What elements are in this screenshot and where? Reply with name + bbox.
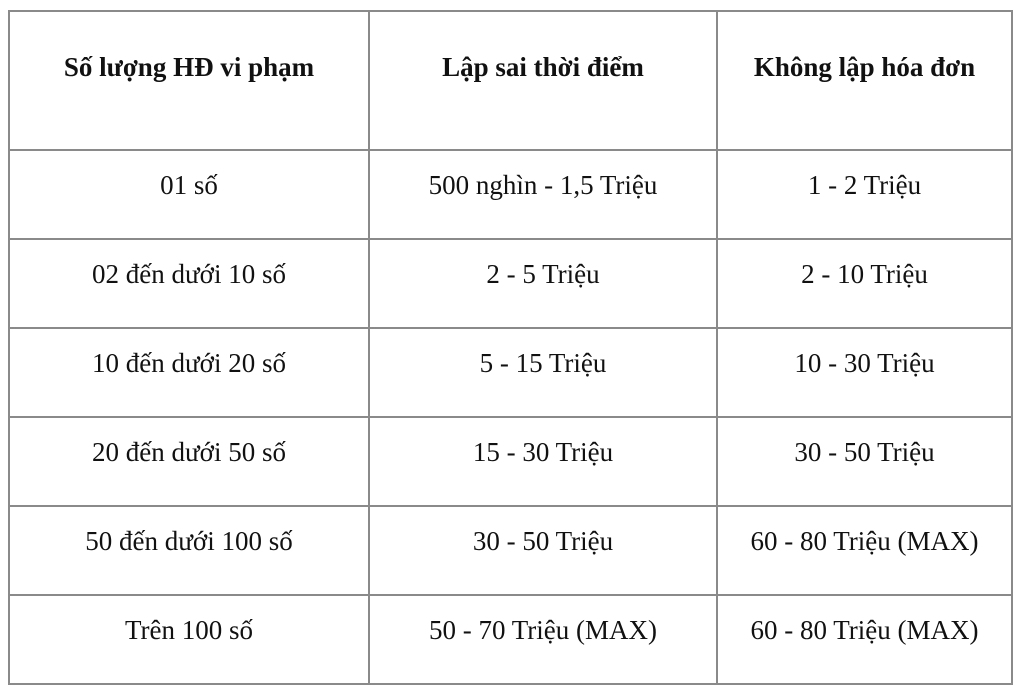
table-header-row: Số lượng HĐ vi phạm Lập sai thời điểm Kh…	[8, 10, 1013, 151]
table-cell: 20 đến dưới 50 số	[8, 416, 370, 507]
table-cell: 50 - 70 Triệu (MAX)	[368, 594, 718, 685]
table-row: 01 số 500 nghìn - 1,5 Triệu 1 - 2 Triệu	[8, 149, 1013, 240]
header-cell-wrong-time: Lập sai thời điểm	[368, 10, 718, 151]
table-cell: 10 đến dưới 20 số	[8, 327, 370, 418]
table-cell: 5 - 15 Triệu	[368, 327, 718, 418]
table-cell: Trên 100 số	[8, 594, 370, 685]
table-cell: 02 đến dưới 10 số	[8, 238, 370, 329]
table-cell: 2 - 5 Triệu	[368, 238, 718, 329]
penalty-table: Số lượng HĐ vi phạm Lập sai thời điểm Kh…	[8, 10, 1013, 685]
table-cell: 60 - 80 Triệu (MAX)	[716, 505, 1013, 596]
table-row: 50 đến dưới 100 số 30 - 50 Triệu 60 - 80…	[8, 505, 1013, 596]
table-row: 20 đến dưới 50 số 15 - 30 Triệu 30 - 50 …	[8, 416, 1013, 507]
table-row: Trên 100 số 50 - 70 Triệu (MAX) 60 - 80 …	[8, 594, 1013, 685]
header-cell-no-invoice: Không lập hóa đơn	[716, 10, 1013, 151]
header-cell-violation-count: Số lượng HĐ vi phạm	[8, 10, 370, 151]
table-row: 02 đến dưới 10 số 2 - 5 Triệu 2 - 10 Tri…	[8, 238, 1013, 329]
table-cell: 2 - 10 Triệu	[716, 238, 1013, 329]
table-row: 10 đến dưới 20 số 5 - 15 Triệu 10 - 30 T…	[8, 327, 1013, 418]
table-cell: 50 đến dưới 100 số	[8, 505, 370, 596]
table-cell: 1 - 2 Triệu	[716, 149, 1013, 240]
table-cell: 10 - 30 Triệu	[716, 327, 1013, 418]
table-cell: 30 - 50 Triệu	[368, 505, 718, 596]
table-cell: 01 số	[8, 149, 370, 240]
table-cell: 30 - 50 Triệu	[716, 416, 1013, 507]
table-cell: 60 - 80 Triệu (MAX)	[716, 594, 1013, 685]
table-cell: 15 - 30 Triệu	[368, 416, 718, 507]
table-cell: 500 nghìn - 1,5 Triệu	[368, 149, 718, 240]
